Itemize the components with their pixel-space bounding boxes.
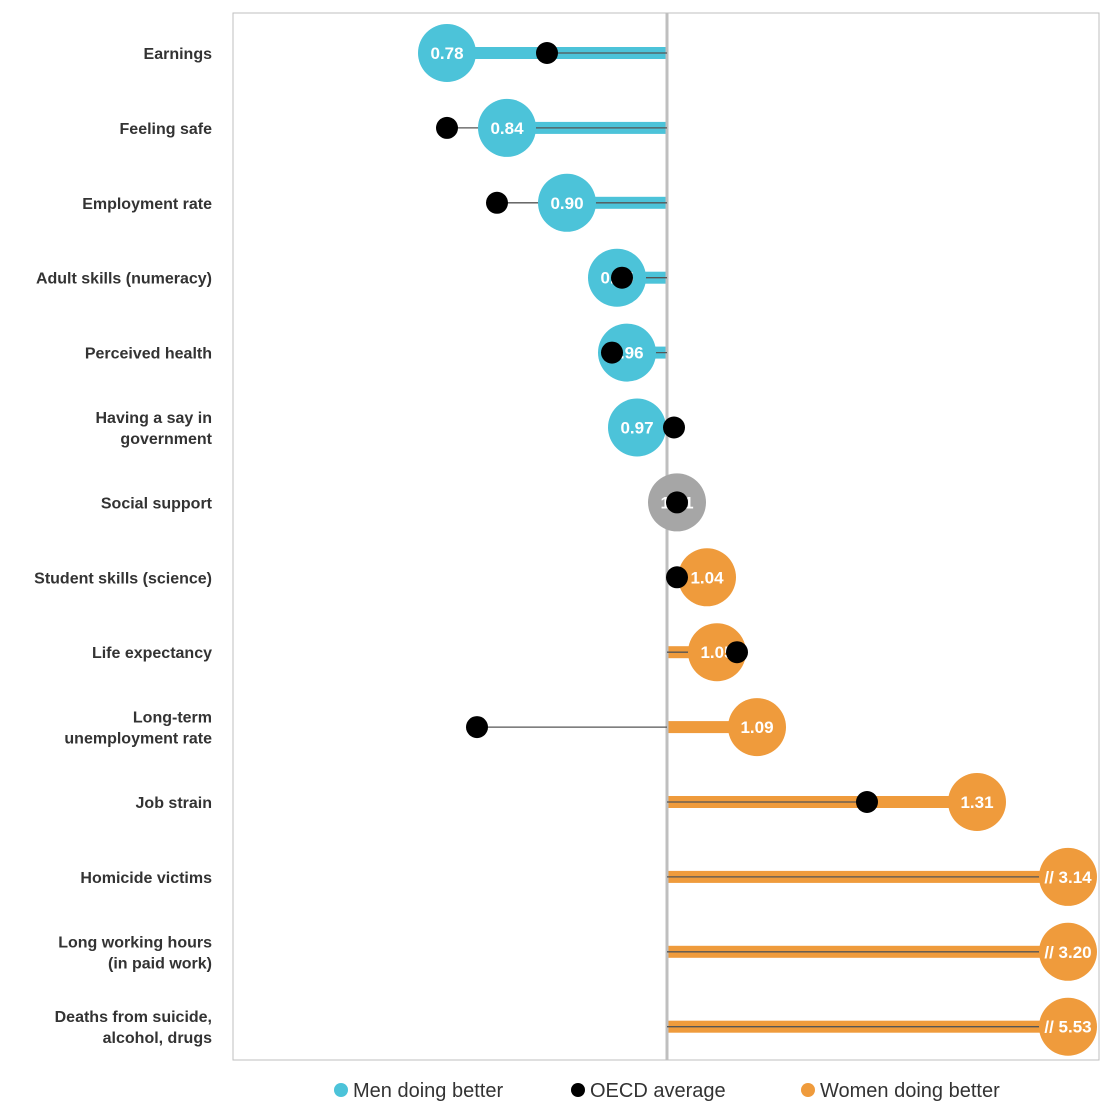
legend-marker	[334, 1083, 348, 1097]
oecd-dots-layer	[436, 42, 878, 813]
value-bubble	[598, 323, 656, 382]
value-label: 1.05	[700, 643, 733, 662]
value-bubble	[1039, 997, 1097, 1056]
value-bubble	[678, 548, 736, 607]
value-bubble	[948, 773, 1006, 831]
oecd-average-dot	[666, 491, 688, 514]
value-bubble	[728, 698, 786, 757]
category-label: Earnings	[144, 46, 213, 63]
value-bubble	[1039, 922, 1097, 981]
value-label: 1.04	[690, 568, 724, 587]
category-label: Employment rate	[82, 196, 212, 213]
value-bubble	[1039, 847, 1097, 906]
oecd-average-dot	[486, 191, 508, 214]
category-label: Life expectancy	[92, 645, 212, 662]
oecd-average-dot	[436, 116, 458, 139]
category-labels-layer: Earnings Feeling safe Employment rate Adult…	[34, 46, 213, 1047]
oecd-average-dot	[726, 641, 748, 664]
oecd-average-dot	[663, 416, 685, 439]
value-bubble	[418, 24, 476, 82]
legend-marker	[801, 1083, 815, 1097]
legend-label: Men doing better	[353, 1080, 503, 1102]
legend-label: OECD average	[590, 1080, 726, 1102]
oecd-average-dot	[856, 791, 878, 813]
category-label: Long working hours (in paid work)	[58, 934, 212, 972]
value-label: 1.31	[960, 793, 993, 812]
value-label: 0.97	[620, 419, 653, 438]
category-label: Having a say in government	[96, 410, 213, 448]
value-label: 0.84	[490, 119, 524, 138]
category-label: Perceived health	[85, 346, 212, 363]
value-bubble	[478, 98, 536, 157]
category-label: Job strain	[136, 795, 212, 812]
legend: Men doing better OECD average Women doing …	[334, 1080, 1000, 1102]
oecd-average-dot	[611, 266, 633, 289]
category-label: Social support	[101, 495, 213, 512]
value-bubble	[688, 623, 746, 682]
category-label: Deaths from suicide, alcohol, drugs	[55, 1009, 212, 1047]
value-label: // 3.14	[1044, 868, 1092, 887]
value-label: // 5.53	[1044, 1018, 1091, 1037]
oecd-average-dot	[601, 341, 623, 364]
value-bubble	[538, 173, 596, 232]
oecd-average-dot	[466, 716, 488, 739]
value-label: 0.90	[550, 194, 583, 213]
bubbles-layer: 0.780.840.900.950.960.971.011.041.051.09…	[418, 24, 1097, 1056]
category-label: Homicide victims	[80, 870, 212, 887]
category-label: Adult skills (numeracy)	[36, 271, 212, 288]
value-label: 1.09	[740, 718, 773, 737]
oecd-average-dot	[666, 566, 688, 589]
category-label: Student skills (science)	[34, 570, 212, 587]
category-label: Long-term unemployment rate	[64, 710, 212, 748]
value-label: 0.78	[430, 44, 463, 63]
value-label: // 3.20	[1044, 943, 1091, 962]
category-label: Feeling safe	[120, 121, 213, 138]
value-bubble	[608, 398, 666, 457]
oecd-average-dot	[536, 42, 558, 64]
legend-marker	[571, 1083, 585, 1097]
legend-label: Women doing better	[820, 1080, 1000, 1102]
